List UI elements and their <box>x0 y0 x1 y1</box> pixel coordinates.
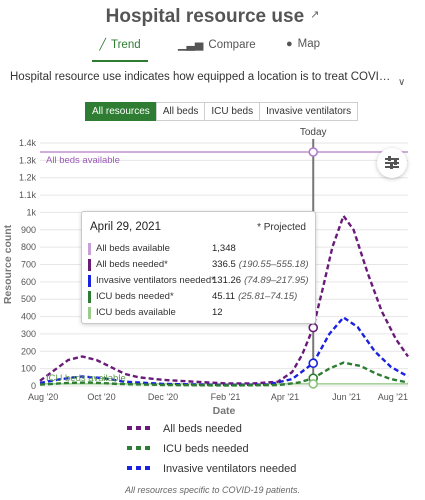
legend-item-invasive-ventilators-needed[interactable]: Invasive ventilators needed <box>127 463 347 479</box>
filter-invasive-ventilators[interactable]: Invasive ventilators <box>259 102 359 121</box>
tooltip-value-number: 1,348 <box>212 243 236 254</box>
y-tick-label: 600 <box>21 277 36 287</box>
tab-map[interactable]: ● Map <box>280 38 326 60</box>
tooltip-label: ICU beds needed* <box>96 291 174 302</box>
legend-swatch <box>127 466 151 470</box>
tooltip-range: (74.89–217.95) <box>244 275 309 286</box>
tooltip-value: 12 <box>212 307 223 318</box>
tooltip-value-number: 45.11 <box>212 291 236 302</box>
today-label: Today <box>300 127 327 138</box>
y-tick-label: 1.1k <box>19 190 37 200</box>
external-link-icon[interactable]: ↗︎ <box>310 9 320 21</box>
series-line-all-beds-needed <box>39 213 409 385</box>
x-axis-ticks: Aug '20 Oct '20 Dec '20 Feb '21 Apr '21 Jun '… <box>28 392 408 402</box>
today-marker <box>308 379 319 389</box>
legend-swatch <box>127 426 151 430</box>
tooltip-label: Invasive ventilators needed* <box>96 275 215 286</box>
tab-bar: ╱ Trend ▁▃▅ Compare ● Map <box>0 38 425 62</box>
series-line-invasive-ventilators-needed <box>39 315 409 387</box>
filter-all-resources[interactable]: All resources <box>85 102 157 121</box>
tooltip-projected-note: * Projected <box>257 222 306 233</box>
tooltip-label: ICU beds available <box>96 307 176 318</box>
x-tick-label: Jun '21 <box>332 392 361 402</box>
y-axis-ticks: 0 100 200 300 400 500 600 700 800 900 1k 1.1k 1.2k 1.… <box>19 138 37 391</box>
tooltip-swatch <box>88 275 91 287</box>
tooltip-swatch <box>88 243 91 255</box>
tooltip-label: All beds available <box>96 243 170 254</box>
tab-compare[interactable]: ▁▃▅ Compare <box>178 38 256 60</box>
y-tick-label: 900 <box>21 225 36 235</box>
today-marker <box>308 322 319 333</box>
legend-item-all-beds-needed[interactable]: All beds needed <box>127 423 347 439</box>
tooltip-value: 45.11 (25.81–74.15) <box>212 291 297 302</box>
x-tick-label: Feb '21 <box>211 392 241 402</box>
legend-swatch <box>127 446 151 450</box>
y-tick-label: 100 <box>21 364 36 374</box>
annotation-all-beds-available: All beds available <box>46 155 120 166</box>
title-row: Hospital resource use ↗︎ <box>0 6 425 28</box>
x-tick-label: Oct '20 <box>87 392 115 402</box>
y-tick-label: 1.3k <box>19 155 37 165</box>
annotation-icu-beds-available: ICU beds available <box>46 373 126 384</box>
tooltip-value-number: 12 <box>212 307 223 318</box>
tab-trend[interactable]: ╱ Trend <box>92 38 148 62</box>
y-tick-label: 500 <box>21 294 36 304</box>
y-tick-label: 200 <box>21 346 36 356</box>
tooltip-swatch <box>88 291 91 303</box>
y-tick-label: 0 <box>31 381 36 391</box>
chevron-down-icon[interactable]: ∨ <box>398 77 406 88</box>
filter-all-beds[interactable]: All beds <box>155 102 206 121</box>
y-tick-label: 1.2k <box>19 173 37 183</box>
y-tick-label: 1.4k <box>19 138 37 148</box>
today-marker <box>308 358 319 369</box>
resource-filter-group: All resources All beds ICU beds Invasive… <box>85 102 359 121</box>
y-tick-label: 1k <box>26 207 36 217</box>
chart-settings-button[interactable] <box>377 148 407 178</box>
line-chart-icon: ╱ <box>99 39 106 51</box>
tab-label: Map <box>297 38 321 50</box>
bar-chart-icon: ▁▃▅ <box>178 39 204 51</box>
tooltip-label: All beds needed* <box>96 259 168 270</box>
tooltip-value-number: 131.26 <box>212 275 242 286</box>
tooltip-value: 131.26 (74.89–217.95) <box>212 275 309 286</box>
y-axis-title: Resource count <box>2 224 14 304</box>
tooltip-date: April 29, 2021 <box>90 221 161 233</box>
x-axis-title: Date <box>213 405 236 417</box>
y-tick-label: 300 <box>21 329 36 339</box>
tooltip-swatch <box>88 259 91 271</box>
tooltip-range: (25.81–74.15) <box>238 291 298 302</box>
tab-label: Compare <box>208 39 256 51</box>
footnote: All resources specific to COVID-19 patie… <box>124 485 301 495</box>
tooltip-swatch <box>88 307 91 319</box>
y-tick-label: 400 <box>21 312 36 322</box>
today-marker <box>308 147 319 157</box>
x-tick-label: Aug '20 <box>28 392 58 402</box>
series-lines <box>39 151 409 387</box>
x-tick-label: Aug '21 <box>378 392 408 402</box>
globe-icon: ● <box>285 38 293 50</box>
legend-label: All beds needed <box>163 423 242 435</box>
x-tick-label: Dec '20 <box>148 392 178 402</box>
tooltip-value: 336.5 (190.55–555.18) <box>212 259 309 270</box>
chart-tooltip: April 29, 2021 * Projected All beds avai… <box>81 211 316 324</box>
series-line-icu-beds-needed <box>39 361 409 387</box>
tab-label: Trend <box>111 39 141 51</box>
tooltip-value-number: 336.5 <box>212 259 236 270</box>
legend-item-icu-beds-needed[interactable]: ICU beds needed <box>127 443 347 459</box>
page-title: Hospital resource use <box>105 6 305 27</box>
legend-label: Invasive ventilators needed <box>163 463 297 475</box>
tooltip-value: 1,348 <box>212 243 236 254</box>
tooltip-range: (190.55–555.18) <box>238 259 309 270</box>
y-tick-label: 800 <box>21 242 36 252</box>
x-tick-label: Apr '21 <box>271 392 299 402</box>
y-tick-label: 700 <box>21 260 36 270</box>
legend-label: ICU beds needed <box>163 443 249 455</box>
